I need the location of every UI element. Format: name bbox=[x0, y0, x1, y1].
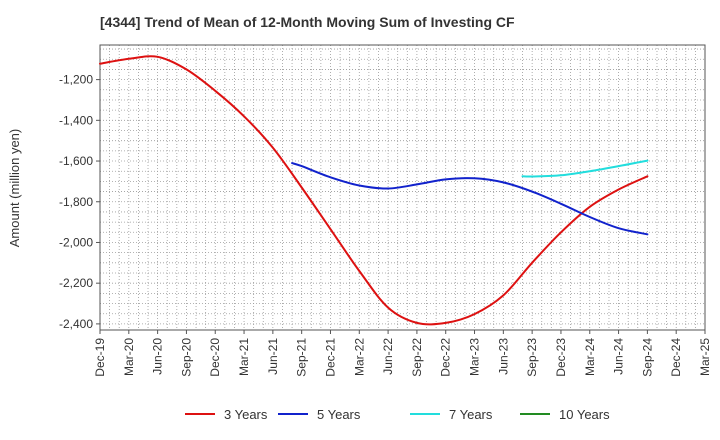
x-tick-label: Dec-23 bbox=[554, 338, 568, 377]
legend-label-7-years: 7 Years bbox=[449, 407, 493, 422]
x-tick-label: Jun-22 bbox=[381, 338, 395, 375]
legend: 3 Years 5 Years 7 Years 10 Years bbox=[185, 407, 610, 422]
plot-area-border bbox=[99, 44, 706, 331]
x-tick-label: Jun-21 bbox=[266, 338, 280, 375]
x-tick-label: Dec-22 bbox=[439, 338, 453, 377]
x-tick-label: Dec-24 bbox=[669, 338, 683, 377]
series-line-3-years bbox=[99, 55, 649, 326]
x-tick-label: Mar-22 bbox=[352, 338, 366, 376]
x-tick-label: Dec-19 bbox=[93, 338, 107, 377]
legend-label-10-years: 10 Years bbox=[559, 407, 610, 422]
y-tick-label: -1,400 bbox=[59, 113, 93, 127]
y-tick-label: -1,800 bbox=[59, 195, 93, 209]
series-line-7-years bbox=[521, 159, 649, 178]
x-tick-label: Sep-21 bbox=[295, 338, 309, 377]
y-tick-label: -2,400 bbox=[59, 317, 93, 331]
legend-label-5-years: 5 Years bbox=[317, 407, 361, 422]
x-tick-label: Mar-20 bbox=[122, 338, 136, 376]
y-tick-label: -2,000 bbox=[59, 235, 93, 249]
x-tick-label: Jun-23 bbox=[496, 338, 510, 375]
series-lines bbox=[99, 55, 649, 326]
x-tick-label: Jun-24 bbox=[612, 338, 626, 375]
x-tick-label: Sep-20 bbox=[179, 338, 193, 377]
series-line-5-years bbox=[291, 162, 649, 236]
y-tick-label: -1,600 bbox=[59, 154, 93, 168]
x-tick-label: Mar-21 bbox=[237, 338, 251, 376]
y-tick-label: -2,200 bbox=[59, 276, 93, 290]
x-tick-label: Mar-24 bbox=[583, 338, 597, 376]
x-tick-label: Jun-20 bbox=[151, 338, 165, 375]
x-tick-label: Sep-23 bbox=[525, 338, 539, 377]
x-tick-label: Mar-23 bbox=[468, 338, 482, 376]
x-tick-label: Mar-25 bbox=[698, 338, 712, 376]
x-tick-label: Sep-22 bbox=[410, 338, 424, 377]
y-tick-label: -1,200 bbox=[59, 73, 93, 87]
x-tick-label: Dec-21 bbox=[323, 338, 337, 377]
x-axis: Dec-19 Mar-20 Jun-20 Sep-20 Dec-20 Mar-21 Jun-… bbox=[93, 330, 712, 377]
chart-title: [4344] Trend of Mean of 12-Month Moving … bbox=[100, 14, 515, 30]
y-axis: -1,200 -1,400 -1,600 -1,800 -2,000 -2,200 -2,4… bbox=[59, 73, 100, 331]
legend-label-3-years: 3 Years bbox=[224, 407, 268, 422]
x-tick-label: Dec-20 bbox=[208, 338, 222, 377]
x-tick-label: Sep-24 bbox=[640, 338, 654, 377]
y-axis-title: Amount (million yen) bbox=[7, 129, 22, 248]
